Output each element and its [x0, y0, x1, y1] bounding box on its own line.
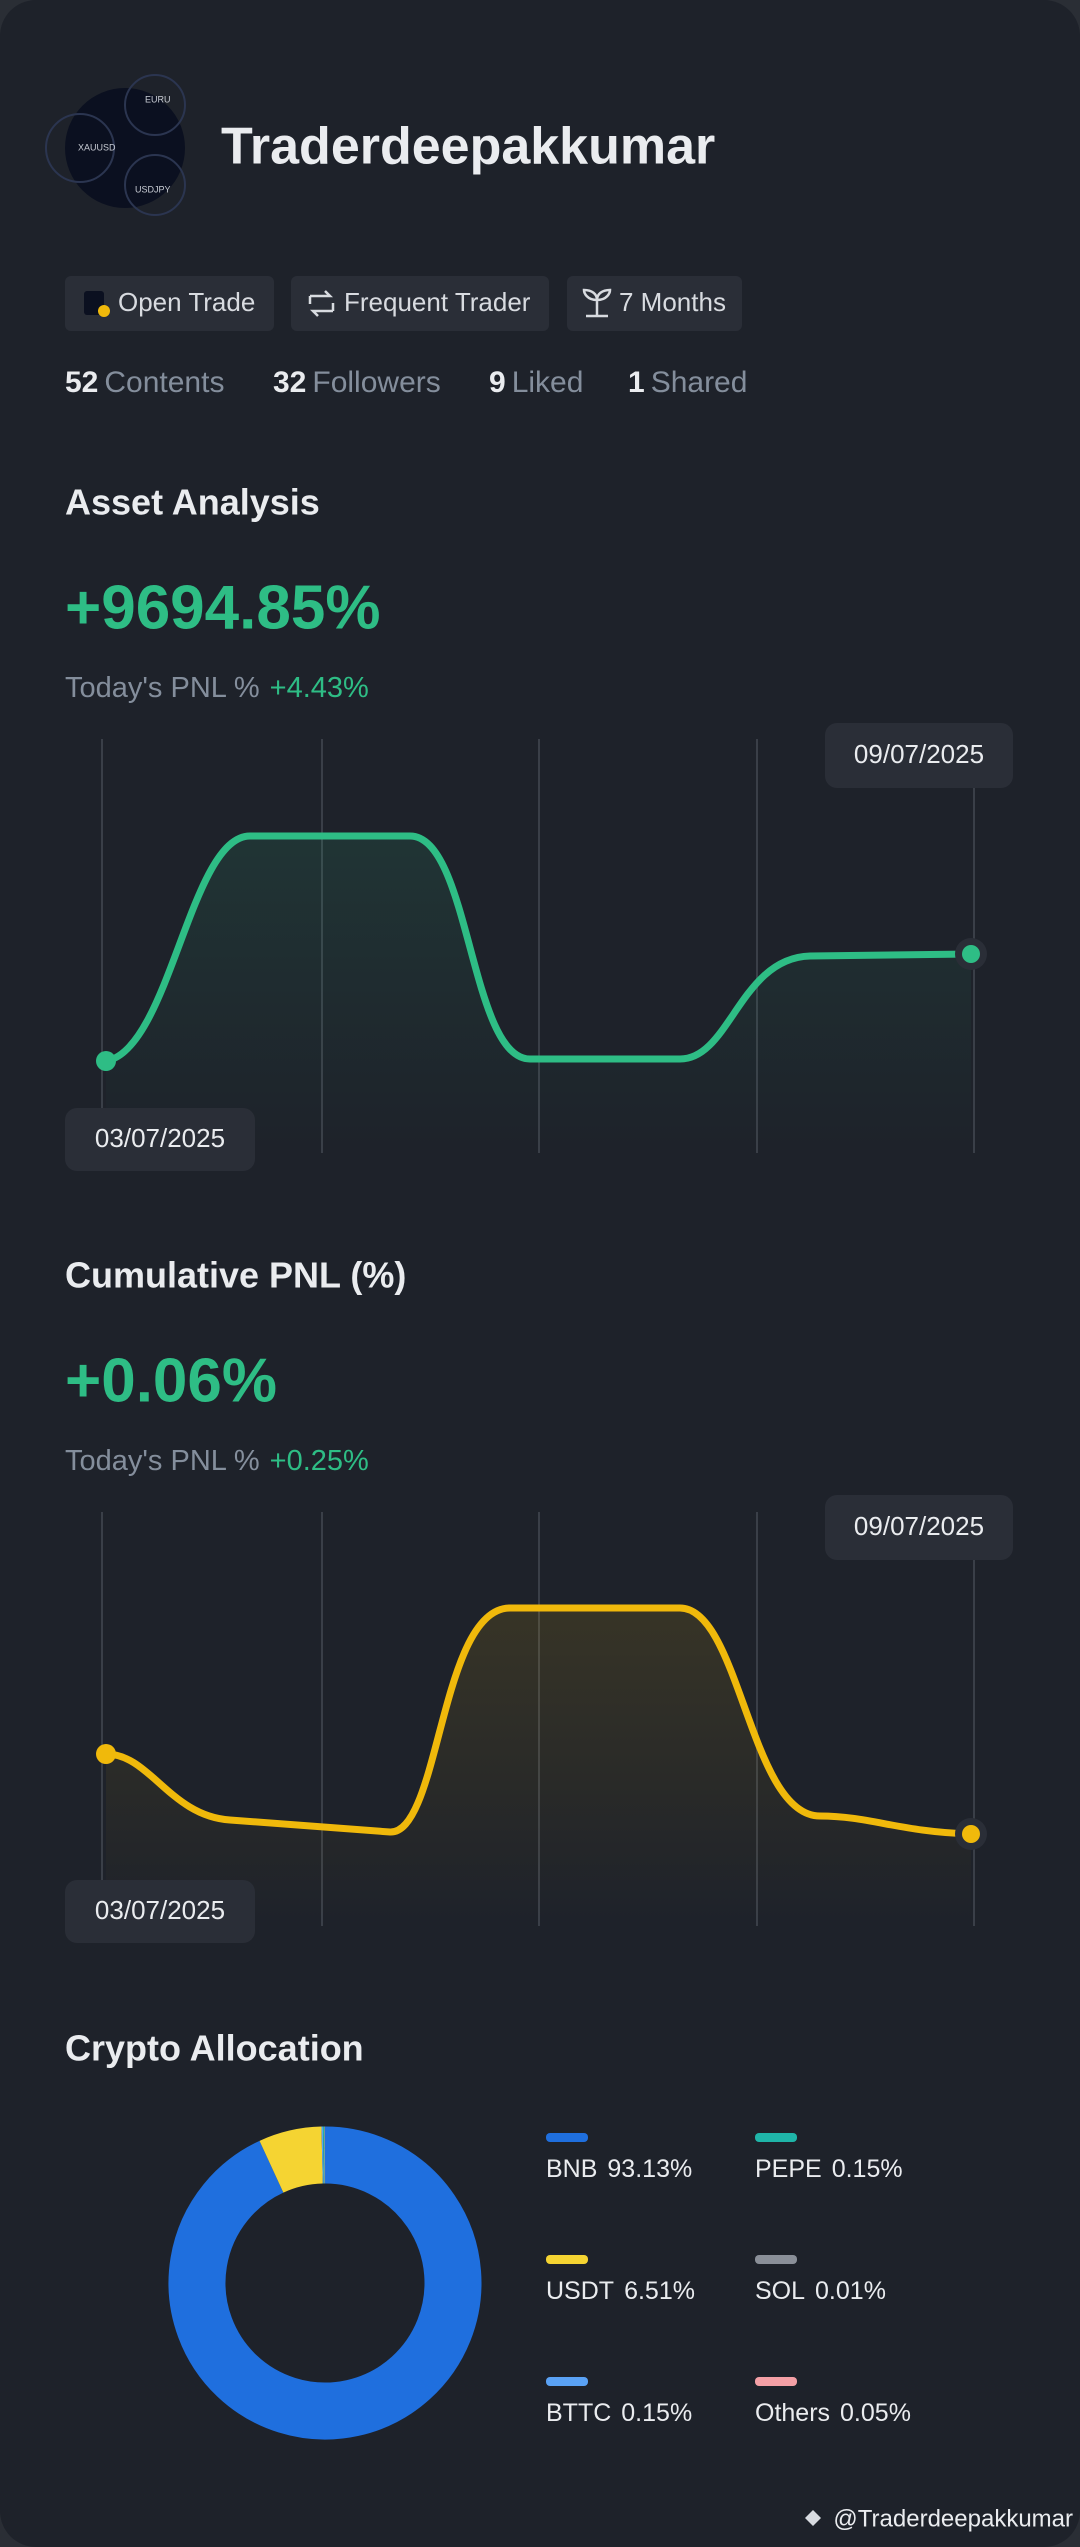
line [105, 832, 972, 1065]
legend-value: 0.15% [832, 2155, 903, 2183]
avatar-label: XAUUSD [78, 142, 116, 152]
today-pnl: Today's PNL % +0.25% [65, 1445, 369, 1477]
stat-value: 9 [489, 366, 506, 399]
legend-name: USDT [546, 2277, 614, 2305]
watermark: @Traderdeepakkumar [833, 2505, 1073, 2532]
tooltip-date: 03/07/2025 [95, 1123, 225, 1153]
legend-name: PEPE [755, 2155, 822, 2183]
legend-swatch [755, 2377, 797, 2386]
legend-entry: PEPE 0.15% [755, 2155, 903, 2183]
stat: 32 Followers [273, 366, 441, 399]
legend-value: 0.01% [815, 2277, 886, 2305]
badge: Open Trade [65, 276, 274, 331]
avatar: EURU XAUUSD USDJPY [45, 74, 186, 216]
tooltip: 09/07/2025 [825, 1495, 1013, 1560]
legend-entry: SOL 0.01% [755, 2277, 886, 2305]
pnl-label: Today's PNL % [65, 1445, 260, 1477]
tooltip: 03/07/2025 [65, 1108, 255, 1171]
today-pnl: Today's PNL % +4.43% [65, 672, 369, 704]
badge-label: 7 Months [619, 287, 726, 317]
area [106, 1608, 971, 1923]
avatar-label: EURU [145, 94, 171, 104]
badge-label: Open Trade [118, 287, 255, 317]
section-title: Crypto Allocation [65, 2028, 364, 2069]
stat-label: Contents [104, 366, 224, 399]
line [105, 1604, 972, 1838]
legend-value: 0.05% [840, 2399, 911, 2427]
legend-entry: Others 0.05% [755, 2399, 911, 2427]
legend-entry: USDT 6.51% [546, 2277, 695, 2305]
legend-name: SOL [755, 2277, 805, 2305]
stat: 52 Contents [65, 366, 224, 399]
donut [168, 2126, 482, 2440]
username: Traderdeepakkumar [221, 118, 715, 176]
end-dot [962, 945, 980, 963]
start-dot [96, 1051, 116, 1071]
tooltip-date: 09/07/2025 [854, 739, 984, 769]
legend-value: 0.15% [621, 2399, 692, 2427]
pnl-label: Today's PNL % [65, 672, 260, 704]
pnl-value: +0.25% [270, 1445, 369, 1477]
stat-value: 1 [628, 366, 645, 399]
badge: 7 Months [567, 276, 742, 331]
legend-value: 6.51% [624, 2277, 695, 2305]
stat-label: Followers [312, 366, 440, 399]
legend-name: BNB [546, 2155, 597, 2183]
legend-name: BTTC [546, 2399, 611, 2427]
donut-segment [168, 2126, 482, 2440]
legend-value: 93.13% [607, 2155, 692, 2183]
end-dot [962, 1825, 980, 1843]
donut-segment [259, 2126, 324, 2193]
legend: BNB 93.13% USDT 6.51% BTTC 0.15% PEPE 0.15% SOL 0… [546, 2133, 911, 2427]
badge-label: Frequent Trader [344, 287, 531, 317]
legend-swatch [755, 2255, 797, 2264]
start-dot [96, 1744, 116, 1764]
headline-value: +9694.85% [65, 573, 380, 642]
section-title: Asset Analysis [65, 482, 320, 523]
legend-swatch [755, 2133, 797, 2142]
tooltip-date: 03/07/2025 [95, 1895, 225, 1925]
section-title: Cumulative PNL (%) [65, 1255, 406, 1296]
stat: 9 Liked [489, 366, 583, 399]
watermark-logo [805, 2510, 821, 2526]
legend-swatch [546, 2377, 588, 2386]
stat-label: Liked [512, 366, 584, 399]
avatar-label: USDJPY [135, 184, 171, 194]
stat-label: Shared [651, 366, 748, 399]
tooltip: 09/07/2025 [825, 723, 1013, 788]
stat: 1 Shared [628, 366, 747, 399]
legend-swatch [546, 2255, 588, 2264]
badge: Frequent Trader [291, 276, 549, 331]
legend-entry: BNB 93.13% [546, 2155, 692, 2183]
tooltip: 03/07/2025 [65, 1880, 255, 1943]
legend-swatch [546, 2133, 588, 2142]
legend-entry: BTTC 0.15% [546, 2399, 692, 2427]
stat-value: 52 [65, 366, 98, 399]
stat-value: 32 [273, 366, 306, 399]
tooltip-date: 09/07/2025 [854, 1511, 984, 1541]
legend-name: Others [755, 2399, 830, 2427]
pnl-value: +4.43% [270, 672, 369, 704]
area [106, 836, 971, 1150]
headline-value: +0.06% [65, 1346, 277, 1415]
